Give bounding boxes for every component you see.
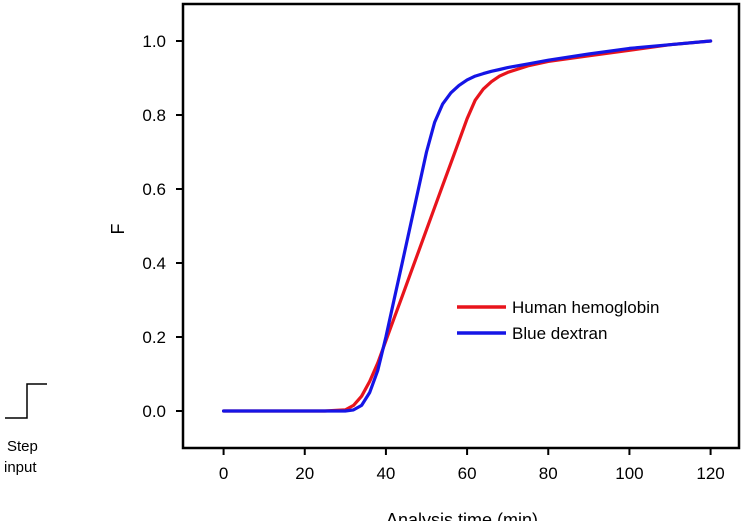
series-layer [222, 39, 713, 413]
step-input-label-line2: input [4, 459, 37, 476]
y-axis-title: F [108, 224, 128, 235]
step-input-label-line1: Step [7, 438, 38, 455]
y-axis-ticks: 0.0 0.2 0.4 0.6 0.8 1.0 [142, 32, 183, 421]
y-tick-label: 0.4 [142, 254, 166, 273]
x-tick-label: 60 [458, 464, 477, 483]
x-tick-label: 100 [615, 464, 643, 483]
y-tick-label: 0.2 [142, 328, 166, 347]
plot-frame [181, 2, 741, 450]
x-tick-label: 20 [295, 464, 314, 483]
y-tick-label: 0.8 [142, 106, 166, 125]
x-tick-label: 80 [539, 464, 558, 483]
x-tick-label: 0 [219, 464, 228, 483]
legend: Human hemoglobin Blue dextran [457, 298, 659, 343]
series-line-human-hemoglobin [222, 39, 713, 413]
x-tick-label: 120 [696, 464, 724, 483]
x-axis-ticks: 0 20 40 60 80 100 120 [219, 448, 725, 483]
y-tick-label: 0.0 [142, 402, 166, 421]
step-input-icon [5, 383, 47, 419]
x-tick-label: 40 [376, 464, 395, 483]
y-tick-label: 1.0 [142, 32, 166, 51]
legend-label-blue-dextran: Blue dextran [512, 324, 607, 343]
y-tick-label: 0.6 [142, 180, 166, 199]
legend-label-human-hemoglobin: Human hemoglobin [512, 298, 659, 317]
x-axis-title: Analysis time (min) [386, 510, 538, 521]
series-line-blue-dextran [222, 39, 713, 413]
step-input-indicator: Step input [4, 383, 47, 476]
